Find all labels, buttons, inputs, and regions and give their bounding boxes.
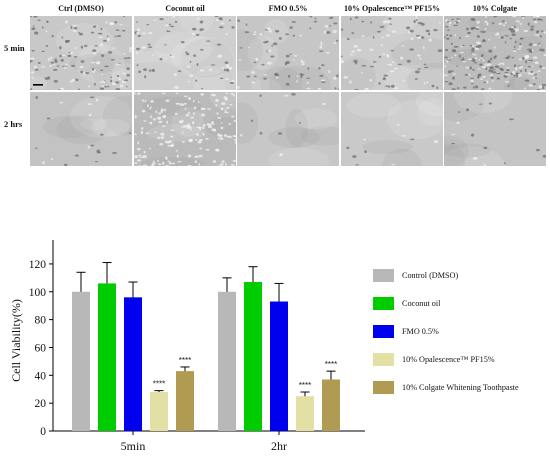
micrograph-ctrl-5-min bbox=[30, 16, 132, 90]
micrograph-fmo-2-hrs bbox=[237, 92, 339, 166]
bar-chart-svg: 0 20 40 60 80 100 120 Cell Viability(%) **** ****… bbox=[9, 240, 365, 453]
y-tick-label: 120 bbox=[29, 259, 47, 271]
micrograph-colgate-2-hrs bbox=[444, 92, 546, 166]
y-tick-label: 100 bbox=[29, 287, 47, 299]
bar-2hr-1 bbox=[244, 282, 262, 431]
micrograph-fmo-5-min bbox=[237, 16, 339, 90]
legend-swatch-opalescence bbox=[373, 352, 394, 366]
row-label-2-hrs: 2 hrs bbox=[4, 119, 23, 129]
micrograph-coconut-oil-2-hrs bbox=[134, 92, 236, 166]
bar-5min-1 bbox=[98, 283, 116, 431]
y-tick-label: 80 bbox=[35, 315, 47, 327]
legend-swatch-colgate bbox=[373, 380, 394, 394]
significance-label: **** bbox=[153, 380, 165, 389]
bar-2hr-4 bbox=[322, 379, 340, 431]
legend-label-colgate: 10% Colgate Whitening Toothpaste bbox=[402, 382, 519, 392]
bar-2hr-2 bbox=[270, 301, 288, 431]
bar-5min-0 bbox=[72, 291, 90, 431]
y-tick-label: 20 bbox=[35, 398, 47, 410]
bar-5min-4 bbox=[176, 371, 194, 431]
legend-item-control: Control (DMSO) bbox=[373, 268, 548, 282]
scale-bar bbox=[33, 84, 43, 86]
micrograph-coconut-oil-5-min bbox=[134, 16, 236, 90]
legend-item-coconut-oil: Coconut oil bbox=[373, 296, 548, 310]
column-header-colgate: 10% Colgate bbox=[472, 4, 518, 13]
column-header-fmo: FMO 0.5% bbox=[268, 4, 308, 13]
significance-label: **** bbox=[299, 381, 311, 390]
micrograph-opalescence-5-min bbox=[341, 16, 443, 90]
y-tick-label: 0 bbox=[40, 426, 46, 438]
y-tick-label: 40 bbox=[35, 370, 47, 382]
significance-label: **** bbox=[325, 360, 337, 369]
x-tick-label: 5min bbox=[121, 439, 146, 453]
bar-5min-3 bbox=[150, 392, 168, 431]
significance-label: **** bbox=[179, 356, 191, 365]
y-tick-label: 60 bbox=[35, 342, 47, 354]
micrograph-grid: Ctrl (DMSO) Coconut oil FMO 0.5% 10% Opa… bbox=[0, 0, 550, 168]
legend-label-coconut-oil: Coconut oil bbox=[402, 298, 441, 308]
legend-label-control: Control (DMSO) bbox=[402, 270, 459, 280]
column-header-coconut-oil: Coconut oil bbox=[165, 4, 205, 13]
legend-item-fmo: FMO 0.5% bbox=[373, 324, 548, 338]
legend-swatch-control bbox=[373, 268, 394, 282]
legend-item-opalescence: 10% Opalescence™ PF15% bbox=[373, 352, 548, 366]
micrograph-ctrl-2-hrs bbox=[30, 92, 132, 166]
row-label-5-min: 5 min bbox=[4, 43, 25, 53]
bar-2hr-0 bbox=[218, 291, 236, 431]
legend-label-fmo: FMO 0.5% bbox=[402, 326, 439, 336]
bar-2hr-3 bbox=[296, 396, 314, 431]
legend-label-opalescence: 10% Opalescence™ PF15% bbox=[402, 354, 495, 364]
cell-viability-chart: 0 20 40 60 80 100 120 Cell Viability(%) **** ****… bbox=[0, 235, 550, 457]
column-header-opalescence: 10% Opalescence™ PF15% bbox=[344, 4, 440, 13]
x-tick-label: 2hr bbox=[271, 439, 287, 453]
bar-5min-2 bbox=[124, 297, 142, 431]
micrograph-opalescence-2-hrs bbox=[341, 92, 443, 166]
legend-swatch-fmo bbox=[373, 324, 394, 338]
legend-swatch-coconut-oil bbox=[373, 296, 394, 310]
column-header-ctrl: Ctrl (DMSO) bbox=[58, 4, 104, 13]
legend-item-colgate: 10% Colgate Whitening Toothpaste bbox=[373, 380, 548, 394]
micrograph-colgate-5-min bbox=[444, 16, 546, 90]
y-axis-title: Cell Viability(%) bbox=[9, 299, 23, 382]
